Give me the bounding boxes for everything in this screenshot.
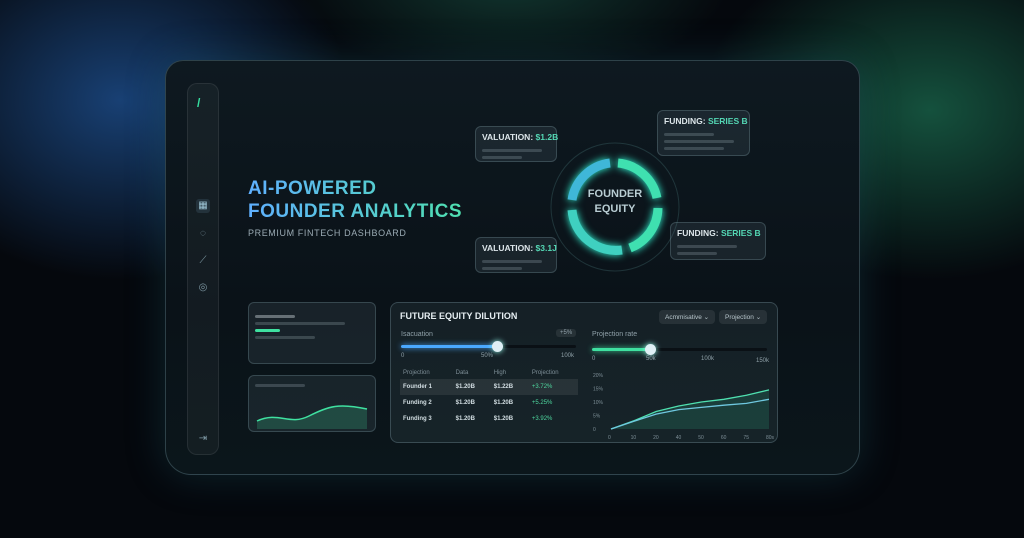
slider-handle[interactable] [644,344,656,355]
logo-icon: / [197,96,201,110]
sparkline [256,405,368,429]
series-line [610,398,770,430]
ring-segment [567,209,623,255]
chart-icon[interactable]: ⟋ [199,255,207,266]
x-tick-label: 75 [743,435,749,441]
summary-card [248,302,376,364]
table-row[interactable]: Funding 3 $1.20B $1.20B +3.92% [403,416,553,422]
tick-label: 50k [646,356,656,362]
y-tick-label: 0 [593,427,596,433]
table-row[interactable]: Founder 1 $1.20B $1.22B +3.72% [400,379,578,395]
sidebar: / ▦ ◌ ⟋ ◎ ⇥ [187,83,219,455]
x-tick-label: 10 [631,435,637,441]
y-tick-label: 10% [593,400,604,406]
ring-label: FOUNDER EQUITY [587,188,643,215]
trend-card [248,375,376,432]
ring-segment [567,158,611,201]
founder-equity-ring [550,142,680,272]
database-icon[interactable]: ◌ [200,228,206,239]
page-title: AI-POWERED FOUNDER ANALYTICS [248,178,462,222]
slider-handle[interactable] [492,341,504,352]
globe-icon[interactable]: ◎ [198,282,208,293]
dilution-chart: 20% 15% 10% 5% 0 0 10 20 40 50 60 75 80s [593,373,775,441]
mode-dropdown[interactable]: Acmmisative ⌄ [659,310,716,324]
x-tick-label: 60 [721,435,727,441]
slider-fill [401,345,498,348]
x-tick-label: 50 [698,435,704,441]
page-subtitle: PREMIUM FINTECH DASHBOARD [248,228,407,238]
slider-fill [592,348,650,351]
projection-dropdown[interactable]: Projection ⌄ [719,310,768,324]
tick-label: 150k [756,358,770,364]
valuation-callout: VALUATION: $1.2B [475,126,558,162]
y-tick-label: 5% [593,414,601,420]
panel-title: FUTURE EQUITY DILUTION [400,311,518,321]
future-equity-dilution-panel: FUTURE EQUITY DILUTION Acmmisative ⌄ Pro… [390,302,778,443]
logout-icon[interactable]: ⇥ [198,433,208,444]
tick-label: 50% [481,353,494,359]
valuation-slider[interactable] [401,341,576,352]
slider-label: Projection rate [592,331,638,338]
x-tick-label: 20 [653,435,659,441]
tick-label: 0 [401,353,405,359]
x-tick-label: 80s [766,435,775,441]
grid-icon[interactable]: ▦ [196,199,210,213]
tick-label: 100k [561,353,575,359]
y-tick-label: 20% [593,373,604,379]
ring-segment [628,207,663,253]
funding-callout: FUNDING: SERIES B [657,110,750,156]
projection-rate-slider[interactable] [592,344,767,355]
tick-label: 100k [701,356,715,362]
slider-label: Isacuation [401,331,433,338]
x-tick-label: 0 [608,435,611,441]
series-line [610,389,770,430]
y-tick-label: 15% [593,387,604,393]
change-badge: +5% [556,329,577,337]
funding-callout: FUNDING: SERIES B [670,222,766,260]
ring-segment [617,158,662,200]
x-tick-label: 40 [676,435,682,441]
valuation-callout: VALUATION: $3.1J [475,237,557,273]
table-row[interactable]: Funding 2 $1.20B $1.20B +5.25% [403,400,553,406]
curved-display [165,60,860,475]
series-area [611,389,769,429]
projection-table: Projection Data High Projection Founder 1 $1… [400,367,578,427]
tick-label: 0 [592,356,596,362]
